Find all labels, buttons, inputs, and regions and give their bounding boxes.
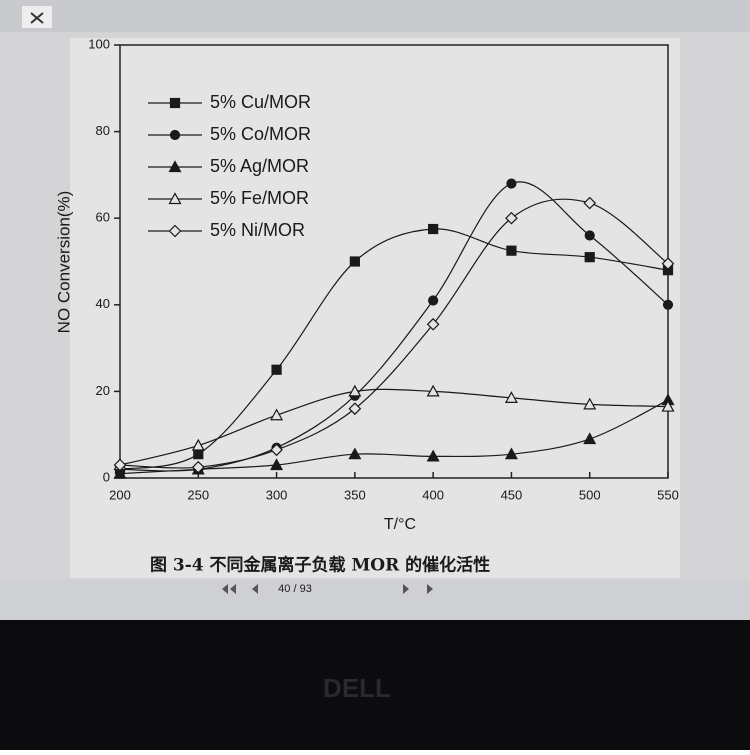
y-axis-label: NO Conversion(%) bbox=[54, 191, 73, 334]
data-point bbox=[661, 257, 675, 271]
data-point bbox=[506, 245, 517, 256]
y-tick-label: 100 bbox=[88, 36, 110, 51]
data-point bbox=[583, 196, 597, 210]
legend-label: 5% Ag/MOR bbox=[210, 156, 309, 176]
x-tick-label: 450 bbox=[501, 487, 523, 502]
data-point bbox=[191, 460, 205, 474]
data-point bbox=[270, 408, 284, 421]
data-point bbox=[270, 458, 284, 471]
data-point bbox=[113, 466, 127, 479]
data-point bbox=[193, 449, 204, 460]
toolbar bbox=[0, 580, 750, 620]
x-axis-label: T/°C bbox=[384, 516, 416, 533]
x-tick-label: 300 bbox=[266, 487, 288, 502]
series-line bbox=[119, 181, 669, 472]
legend-marker bbox=[168, 160, 182, 173]
y-tick-label: 60 bbox=[96, 210, 110, 225]
legend-marker bbox=[169, 97, 181, 109]
data-point bbox=[662, 299, 674, 310]
close-icon bbox=[30, 12, 44, 24]
data-point bbox=[113, 458, 127, 472]
y-tick-label: 80 bbox=[96, 123, 110, 138]
y-tick-label: 20 bbox=[96, 383, 110, 398]
legend-label: 5% Fe/MOR bbox=[210, 188, 309, 208]
legend-label: 5% Ni/MOR bbox=[210, 220, 305, 240]
data-point bbox=[348, 402, 362, 416]
tab-strip bbox=[0, 0, 750, 32]
data-point bbox=[348, 384, 362, 397]
data-point bbox=[505, 211, 518, 225]
caption: 图 3-4 不同金属离子负载 MOR 的催化活性 bbox=[150, 555, 490, 576]
data-point bbox=[426, 384, 440, 397]
data-point bbox=[584, 230, 595, 241]
bezel bbox=[0, 620, 750, 750]
x-tick-label: 200 bbox=[109, 487, 131, 502]
series-line bbox=[119, 228, 669, 470]
data-point bbox=[348, 447, 362, 460]
legend-marker bbox=[169, 129, 181, 141]
data-point bbox=[504, 391, 518, 403]
data-point bbox=[191, 438, 205, 451]
data-point bbox=[428, 295, 439, 306]
legend-label: 5% Cu/MOR bbox=[210, 92, 311, 112]
y-tick-label: 0 bbox=[103, 469, 110, 484]
data-point bbox=[506, 178, 517, 189]
data-point bbox=[426, 317, 440, 331]
y-tick-label: 40 bbox=[96, 296, 110, 311]
legend-marker bbox=[168, 224, 182, 238]
x-tick-label: 500 bbox=[579, 487, 601, 502]
data-point bbox=[349, 256, 360, 267]
series-line bbox=[119, 388, 669, 466]
page-indicator: 40 / 93 bbox=[278, 583, 312, 595]
next-buttons[interactable] bbox=[403, 584, 433, 594]
data-point bbox=[428, 223, 439, 235]
legend-marker bbox=[168, 192, 182, 205]
data-point bbox=[270, 443, 283, 457]
data-point bbox=[661, 399, 675, 412]
brand-logo: DELL bbox=[323, 673, 391, 703]
data-point bbox=[271, 364, 282, 375]
data-point bbox=[583, 397, 597, 410]
x-tick-label: 250 bbox=[187, 487, 209, 502]
data-point bbox=[583, 432, 597, 445]
x-tick-label: 400 bbox=[422, 487, 444, 502]
data-point bbox=[504, 447, 518, 460]
data-point bbox=[426, 449, 440, 462]
x-tick-label: 550 bbox=[657, 487, 679, 502]
page bbox=[70, 38, 680, 578]
x-tick-label: 350 bbox=[344, 487, 366, 502]
legend-label: 5% Co/MOR bbox=[210, 124, 311, 144]
data-point bbox=[584, 252, 595, 263]
